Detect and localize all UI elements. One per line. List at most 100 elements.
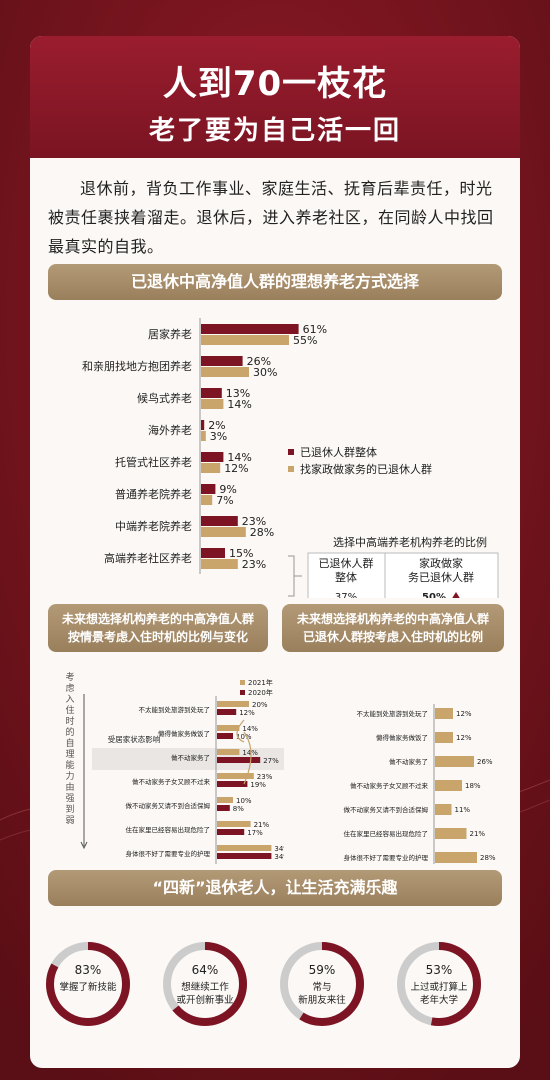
chart1-value-label: 14% — [227, 398, 251, 411]
chart2-bar — [217, 829, 245, 835]
chart3-value-label: 12% — [456, 734, 472, 742]
four-new-circles: 83% 掌握了新技能 64% 想继续工作 或开创新事业 59% 常与 新朋友来往 53% 上过或打… — [30, 916, 520, 1056]
chart2-value-label: 19% — [250, 781, 266, 789]
chart1-bar — [201, 431, 206, 441]
chart3-bar — [435, 756, 474, 767]
chart1-bar — [201, 399, 224, 409]
chart3-bar — [435, 804, 452, 815]
chart3-category-label: 身体很不好了需要专业的护理 — [344, 853, 429, 862]
chart2-category-label: 住在家里已经容易出现危险了 — [126, 825, 211, 834]
section2-title-line1: 未来想选择机构养老的中高净值人群 — [61, 612, 254, 626]
chart2-value-label: 23% — [257, 773, 273, 781]
section3-title-line2: 已退休人群按考虑入住时机的比例 — [302, 630, 483, 644]
chart1-bar — [201, 452, 224, 462]
chart2-ylabel-char: 入 — [65, 694, 74, 705]
chart1-value-label: 30% — [253, 366, 277, 379]
chart2-value-label: 34% — [274, 853, 284, 861]
chart2-ylabel-char: 住 — [65, 704, 74, 716]
chart2-ylabel-char: 力 — [65, 770, 74, 782]
section3-title-line1: 未来想选择机构养老的中高净值人群 — [296, 612, 489, 626]
chart1-value-label: 26% — [247, 355, 271, 368]
chart2-bar — [217, 797, 233, 803]
donut-percent: 53% — [426, 963, 453, 977]
chart2-bar — [217, 845, 272, 851]
chart2-category-label: 不太能到处旅游到处玩了 — [139, 705, 211, 714]
chart2-legend-label: 2021年 — [248, 678, 273, 687]
chart2-value-label: 14% — [242, 725, 258, 733]
chart1-category-label: 普通养老院养老 — [115, 487, 192, 501]
chart2-bar — [217, 821, 251, 827]
chart1-category-label: 海外养老 — [148, 423, 192, 437]
section3-title: 未来想选择机构养老的中高净值人群 已退休人群按考虑入住时机的比例 — [282, 604, 504, 652]
chart1-value-label: 13% — [226, 387, 250, 400]
chart3-value-label: 21% — [470, 830, 486, 838]
chart2-value-label: 20% — [252, 701, 268, 709]
chart2-bar — [217, 853, 272, 859]
chart3-value-label: 11% — [455, 806, 471, 814]
donut-label-line2: 或开创新事业 — [176, 994, 233, 1006]
donut-progress — [397, 942, 481, 1026]
chart1-bar — [201, 388, 222, 398]
chart2-ylabel-char: 强 — [65, 793, 74, 804]
chart1-category-label: 高端养老社区养老 — [104, 551, 192, 565]
donut-percent: 83% — [75, 963, 102, 977]
chart1-legend-label: 已退休人群整体 — [300, 445, 377, 459]
chart1-bar — [201, 324, 299, 334]
chart2-change-arrow — [243, 731, 252, 785]
chart2-value-label: 14% — [242, 749, 258, 757]
chart2-bar — [217, 709, 237, 715]
chart3-value-label: 28% — [480, 854, 496, 862]
chart1-category-label: 和亲朋找地方抱团养老 — [82, 359, 192, 373]
donut-progress — [280, 942, 364, 1026]
chart2-legend-swatch — [240, 680, 245, 685]
chart1-bar — [201, 548, 225, 558]
section2-title-line2: 按情景考虑入住时机的比例与变化 — [67, 630, 248, 644]
chart3-category-label: 做不动家务子女又顾不过来 — [350, 781, 429, 790]
chart1-legend-label: 找家政做家务的已退休人群 — [300, 462, 432, 476]
chart1-value-label: 15% — [229, 547, 253, 560]
donut-label-line1: 想继续工作 — [181, 981, 229, 993]
chart2-bar — [217, 725, 240, 731]
chart3-bar — [435, 780, 462, 791]
chart2-value-label: 10% — [236, 797, 252, 805]
chart2-ylabel-char: 自 — [65, 737, 74, 749]
chart1-legend-swatch — [288, 449, 294, 455]
chart2-value-label: 8% — [233, 805, 244, 813]
chart3-value-label: 12% — [456, 710, 472, 718]
chart2-bar — [217, 733, 233, 739]
chart1-category-label: 居家养老 — [148, 327, 192, 341]
section2-title: 未来想选择机构养老的中高净值人群 按情景考虑入住时机的比例与变化 — [48, 604, 268, 652]
chart1-category-label: 中端养老院养老 — [115, 519, 192, 533]
chart1-value-label: 23% — [242, 558, 266, 571]
chart2-category-label: 做不动家务又请不到合适保姆 — [126, 801, 211, 810]
chart2-value-label: 10% — [236, 733, 252, 741]
chart3-category-label: 不太能到处旅游到处玩了 — [357, 709, 429, 718]
chart1-value-label: 28% — [250, 526, 274, 539]
chart3-bar — [435, 708, 453, 719]
chart-retirement-mode: 居家养老 61%55%和亲朋找地方抱团养老 26%30%候鸟式养老 13%14%海外养… — [82, 318, 499, 598]
chart1-value-label: 61% — [303, 323, 327, 336]
chart2-ylabel-char: 由 — [65, 781, 74, 793]
chart3-value-label: 18% — [465, 782, 481, 790]
chart2-bar — [217, 757, 261, 763]
main-card: 人到70一枝花 老了要为自己活一回 退休前，背负工作事业、家庭生活、抚育后辈责任… — [30, 36, 520, 1068]
chart2-ylabel-char: 弱 — [65, 815, 74, 826]
chart2-ylabel-char: 的 — [65, 726, 74, 738]
chart2-category-label: 身体很不好了需要专业的护理 — [126, 849, 211, 858]
chart3-bar — [435, 732, 453, 743]
inset-table-box — [307, 552, 499, 598]
chart1-bar — [201, 527, 246, 537]
inset-table-col1-value: 37% — [335, 592, 357, 598]
inset-table-col1-header-2: 整体 — [335, 570, 357, 584]
chart2-ylabel-char: 虑 — [65, 682, 74, 694]
chart2-value-label: 17% — [247, 829, 263, 837]
chart1-value-label: 7% — [216, 494, 233, 507]
up-triangle-icon — [452, 592, 460, 598]
inset-table-col1-header: 已退休人群 — [319, 556, 374, 570]
chart2-value-label: 12% — [239, 709, 255, 717]
section4-title: “四新”退休老人，让生活充满乐趣 — [48, 870, 502, 906]
chart1-value-label: 14% — [227, 451, 251, 464]
chart3-bar — [435, 828, 467, 839]
chart2-ylabel-char: 考 — [65, 672, 74, 683]
